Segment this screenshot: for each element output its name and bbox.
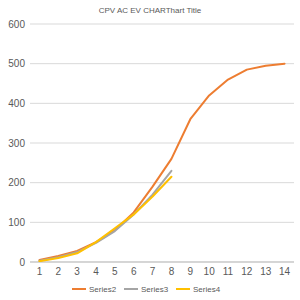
y-tick-label: 600: [8, 19, 25, 30]
legend-label: Series4: [193, 285, 221, 294]
series-line: [39, 171, 171, 261]
y-tick-label: 100: [8, 217, 25, 228]
y-axis-line: [30, 24, 31, 262]
grid-line: [30, 143, 294, 144]
x-tick-label: 10: [204, 266, 216, 277]
y-tick-label: 500: [8, 58, 25, 69]
chart-container: CPV AC EV CHARThart Title 0 100 200 300 400 50…: [0, 0, 300, 300]
grid-line: [30, 24, 294, 25]
legend-label: Series2: [89, 285, 117, 294]
grid-line: [30, 103, 294, 104]
x-axis-line: [30, 262, 294, 263]
x-tick-label: 8: [169, 266, 175, 277]
x-tick-label: 6: [131, 266, 137, 277]
x-tick-label: 9: [188, 266, 194, 277]
x-tick-label: 1: [37, 266, 43, 277]
chart-title: CPV AC EV CHARThart Title: [99, 6, 202, 15]
grid-line: [30, 63, 294, 64]
series-line: [39, 64, 284, 260]
y-tick-label: 200: [8, 177, 25, 188]
series-line: [39, 177, 171, 261]
y-tick-label: 400: [8, 98, 25, 109]
x-tick-label: 2: [56, 266, 62, 277]
chart-svg: CPV AC EV CHARThart Title 0 100 200 300 400 50…: [0, 0, 300, 300]
x-tick-label: 11: [223, 266, 234, 277]
x-tick-label: 13: [260, 266, 272, 277]
y-tick-label: 0: [19, 257, 25, 268]
plot-area: [39, 64, 284, 262]
x-tick-label: 5: [112, 266, 118, 277]
background: [0, 0, 300, 300]
x-tick-label: 12: [241, 266, 253, 277]
legend-swatch: [72, 288, 86, 290]
legend-label: Series3: [141, 285, 169, 294]
legend-swatch: [124, 288, 138, 290]
grid-line: [30, 222, 294, 223]
grid-line: [30, 262, 294, 263]
x-tick-label: 7: [150, 266, 156, 277]
x-tick-label: 4: [93, 266, 99, 277]
legend-swatch: [176, 288, 190, 290]
y-tick-label: 300: [8, 138, 25, 149]
x-tick-label: 14: [279, 266, 291, 277]
x-tick-label: 3: [74, 266, 80, 277]
